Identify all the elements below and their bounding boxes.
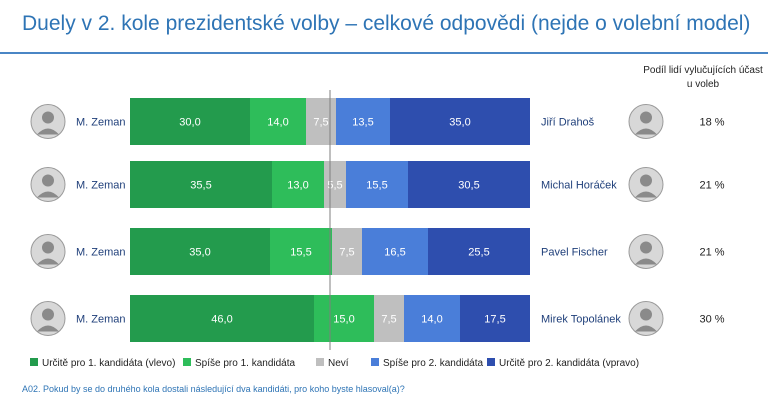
avatar-shoulders-icon xyxy=(37,325,59,332)
legend-entry: Určitě pro 1. kandidáta (vlevo) xyxy=(42,358,175,369)
legend-entry: Určitě pro 2. kandidáta (vpravo) xyxy=(499,358,639,369)
bar-segment xyxy=(250,98,306,145)
bar-segment xyxy=(306,98,336,145)
share-column-header: Podíl lidí vylučujících účast u voleb xyxy=(643,65,763,90)
left-candidate-name: M. Zeman xyxy=(76,314,126,326)
bar-segment xyxy=(332,228,362,275)
data-label: 13,0 xyxy=(287,180,308,192)
legend-entry: Neví xyxy=(328,358,349,369)
share-value: 30 % xyxy=(699,314,724,326)
avatar-shoulders-icon xyxy=(635,325,657,332)
avatar-shoulders-icon xyxy=(635,128,657,135)
avatar-head-icon xyxy=(42,308,54,321)
avatar-shoulders-icon xyxy=(635,191,657,198)
legend-swatch xyxy=(487,358,495,366)
data-label: 15,0 xyxy=(333,314,354,326)
bar-segment xyxy=(130,295,314,342)
bar-segment xyxy=(362,228,428,275)
avatar-head-icon xyxy=(42,241,54,254)
title-underline xyxy=(0,52,768,54)
avatar-head-icon xyxy=(640,174,652,187)
share-value: 18 % xyxy=(699,117,724,129)
data-label: 15,5 xyxy=(290,247,311,259)
avatar-shoulders-icon xyxy=(37,191,59,198)
data-label: 14,0 xyxy=(421,314,442,326)
bar-segment xyxy=(130,228,270,275)
avatar-head-icon xyxy=(640,111,652,124)
data-label: 25,5 xyxy=(468,247,489,259)
bar-segment xyxy=(130,98,250,145)
legend-swatch xyxy=(316,358,324,366)
data-label: 14,0 xyxy=(267,117,288,129)
data-label: 30,5 xyxy=(458,180,479,192)
legend-entry: Spíše pro 2. kandidáta xyxy=(383,358,484,369)
legend-swatch xyxy=(30,358,38,366)
question-footnote: A02. Pokud by se do druhého kola dostali… xyxy=(22,384,405,394)
bar-segment xyxy=(336,98,390,145)
avatar-head-icon xyxy=(640,241,652,254)
bar-segment xyxy=(408,161,530,208)
data-label: 46,0 xyxy=(211,314,232,326)
data-label: 5,5 xyxy=(327,180,342,192)
right-candidate-name: Jiří Drahoš xyxy=(541,117,595,129)
legend-swatch xyxy=(371,358,379,366)
data-label: 15,5 xyxy=(366,180,387,192)
avatar-shoulders-icon xyxy=(635,258,657,265)
data-label: 7,5 xyxy=(381,314,396,326)
bar-segment xyxy=(314,295,374,342)
avatar-head-icon xyxy=(640,308,652,321)
data-label: 17,5 xyxy=(484,314,505,326)
bar-segment xyxy=(404,295,460,342)
bar-segment xyxy=(130,161,272,208)
data-label: 13,5 xyxy=(352,117,373,129)
left-candidate-name: M. Zeman xyxy=(76,180,126,192)
right-candidate-name: Mirek Topolánek xyxy=(541,314,621,326)
bar-segment xyxy=(346,161,408,208)
bar-segment xyxy=(428,228,530,275)
right-candidate-name: Michal Horáček xyxy=(541,180,617,192)
avatar-shoulders-icon xyxy=(37,258,59,265)
bar-segment xyxy=(272,161,324,208)
share-value: 21 % xyxy=(699,247,724,259)
left-candidate-name: M. Zeman xyxy=(76,117,126,129)
data-label: 30,0 xyxy=(179,117,200,129)
share-value: 21 % xyxy=(699,180,724,192)
data-label: 35,5 xyxy=(190,180,211,192)
avatar-head-icon xyxy=(42,111,54,124)
legend-entry: Spíše pro 1. kandidáta xyxy=(195,358,296,369)
data-label: 7,5 xyxy=(339,247,354,259)
data-label: 35,0 xyxy=(189,247,210,259)
avatar-head-icon xyxy=(42,174,54,187)
legend-swatch xyxy=(183,358,191,366)
data-label: 7,5 xyxy=(313,117,328,129)
bar-segment xyxy=(374,295,404,342)
avatar-shoulders-icon xyxy=(37,128,59,135)
data-label: 35,0 xyxy=(449,117,470,129)
data-label: 16,5 xyxy=(384,247,405,259)
bar-segment xyxy=(390,98,530,145)
left-candidate-name: M. Zeman xyxy=(76,247,126,259)
right-candidate-name: Pavel Fischer xyxy=(541,247,608,259)
chart-title: Duely v 2. kole prezidentské volby – cel… xyxy=(22,12,751,35)
bar-segment xyxy=(460,295,530,342)
bar-segment xyxy=(270,228,332,275)
